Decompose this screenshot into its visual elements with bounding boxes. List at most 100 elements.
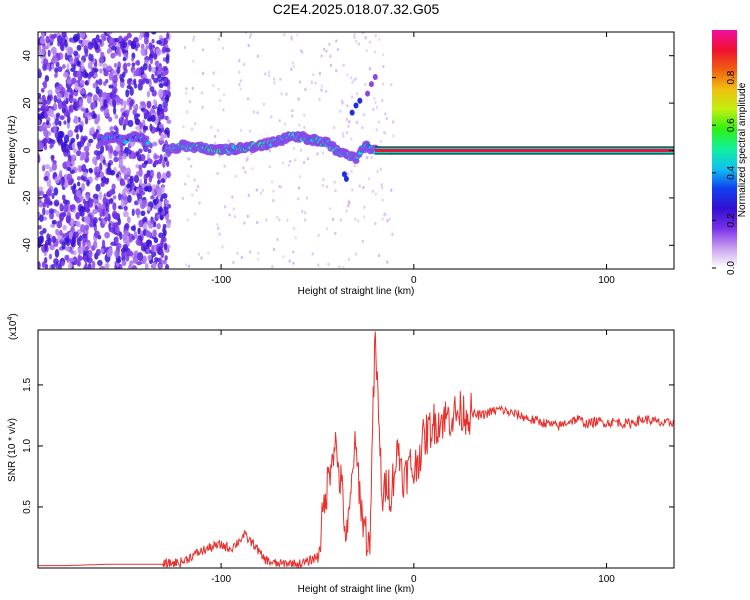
spectrogram-cell — [39, 37, 46, 45]
spectrogram-cell — [193, 121, 197, 126]
spectrogram-cell — [312, 73, 315, 77]
spectrogram-cell — [389, 83, 393, 87]
spectrogram-cell — [93, 62, 98, 68]
spectrogram-cell — [146, 90, 151, 98]
spectrogram-cell — [57, 100, 62, 110]
spectrogram-cell — [54, 176, 60, 184]
spectrogram-cell — [105, 112, 110, 117]
spectrogram-cell — [151, 188, 155, 197]
spectrogram-cell — [221, 245, 224, 249]
spectrogram-cell — [78, 39, 83, 44]
spectrogram-cell — [382, 64, 385, 69]
spectrogram-cell — [145, 45, 149, 50]
spectrogram-cell — [122, 57, 127, 62]
spectrogram-cell — [163, 204, 167, 211]
spectrogram-cell — [72, 231, 79, 239]
spectrogram-cell — [119, 78, 125, 83]
spectrogram-cell — [291, 114, 294, 118]
spectrogram-cell — [291, 61, 295, 65]
spectrogram-cell — [65, 97, 69, 105]
spectrogram-cell — [56, 35, 63, 44]
spectrogram-y-ticks: -40 -20 0 20 40 — [22, 50, 674, 253]
spectrogram-cell — [100, 51, 105, 59]
spectrogram-cell — [135, 125, 141, 131]
spectrogram-cell — [102, 92, 108, 98]
spectrogram-cell — [160, 178, 166, 183]
spectrogram-cell — [67, 262, 73, 269]
spectrogram-cell — [216, 171, 219, 175]
spectrogram-cell — [150, 195, 155, 200]
spectrogram-cell — [242, 62, 246, 67]
spectrogram-cell — [181, 196, 185, 201]
spectrogram-cell — [380, 186, 384, 190]
spectrogram-cell — [216, 226, 220, 230]
spectrogram-cell — [129, 99, 134, 108]
spectrogram-cell — [53, 95, 58, 103]
spectrogram-cell — [201, 48, 205, 52]
spectrogram-cell — [381, 99, 384, 103]
spectrogram-cell — [201, 71, 205, 76]
spectrogram-cell — [126, 78, 132, 86]
spectrogram-cell — [377, 253, 381, 258]
spectrogram-cell — [280, 92, 283, 96]
spectrogram-cell — [71, 241, 76, 248]
spectrogram-cell — [283, 33, 286, 37]
spectrogram-cell — [352, 78, 356, 82]
spectrogram-cell — [42, 80, 48, 89]
spectrogram-cell — [314, 81, 317, 85]
spectrogram-cell — [117, 217, 121, 226]
spectrogram-cell — [192, 59, 195, 63]
spectrogram-cell — [120, 98, 124, 107]
spectrogram-cell — [372, 107, 375, 112]
spectrogram-cell — [374, 100, 377, 104]
snr-panel: -100 0 100 0.5 1.0 1.5 (x104) Height of stra… — [7, 313, 675, 595]
spectrogram-cell — [118, 159, 124, 167]
spectrogram-cell — [164, 94, 170, 104]
spectrogram-cell — [99, 153, 104, 162]
spectrogram-cell — [67, 129, 74, 138]
spectrogram-cell — [216, 128, 220, 133]
spectrogram-cell — [94, 205, 98, 210]
spectrogram-cell — [252, 110, 256, 114]
spectrogram-cell — [94, 42, 99, 51]
spectrogram-cell — [227, 139, 230, 143]
spectrogram-y-tick-label: 40 — [22, 50, 33, 62]
spectrogram-cell — [365, 156, 369, 160]
spectrogram-cell — [100, 248, 104, 254]
spectrogram-cell — [148, 42, 153, 51]
spectrogram-cell — [157, 179, 161, 185]
spectrogram-cell — [357, 42, 361, 46]
spectrogram-cell — [298, 80, 302, 84]
spectrogram-cell — [374, 221, 377, 226]
spectrogram-cell — [351, 188, 354, 192]
spectrogram-cell — [339, 218, 343, 222]
spectrogram-cell — [150, 32, 157, 35]
spectrogram-cell — [143, 36, 149, 45]
spectrogram-cell — [347, 200, 351, 204]
spectrogram-cell — [392, 134, 395, 138]
spectrogram-cell — [54, 248, 60, 258]
spectrogram-cell — [61, 107, 66, 114]
spectrogram-cell — [200, 256, 203, 260]
spectrogram-cell — [87, 61, 93, 70]
spectrogram-cell — [362, 113, 366, 117]
spectrogram-cell — [350, 169, 353, 173]
spectrogram-cell — [106, 166, 111, 173]
spectrogram-cell — [160, 97, 166, 102]
spectrogram-cell — [152, 261, 157, 269]
spectrogram-cell — [59, 115, 65, 120]
spectrogram-cell — [116, 66, 121, 74]
spectrogram-cell — [342, 134, 345, 138]
spectrogram-cell — [350, 137, 353, 141]
spectrogram-cell — [303, 125, 306, 129]
spectrogram-cell — [385, 117, 388, 121]
spectrogram-cell — [272, 198, 275, 203]
spectrogram-cell — [371, 189, 375, 193]
colorbar-tick-label: 0.0 — [726, 261, 737, 275]
spectrogram-cell — [39, 230, 44, 236]
spectrogram-cell — [100, 33, 107, 39]
spectrogram-cell — [76, 189, 82, 198]
spectrogram-cell — [158, 123, 164, 129]
spectrogram-cell — [321, 183, 324, 188]
spectrogram-cell — [165, 170, 171, 179]
